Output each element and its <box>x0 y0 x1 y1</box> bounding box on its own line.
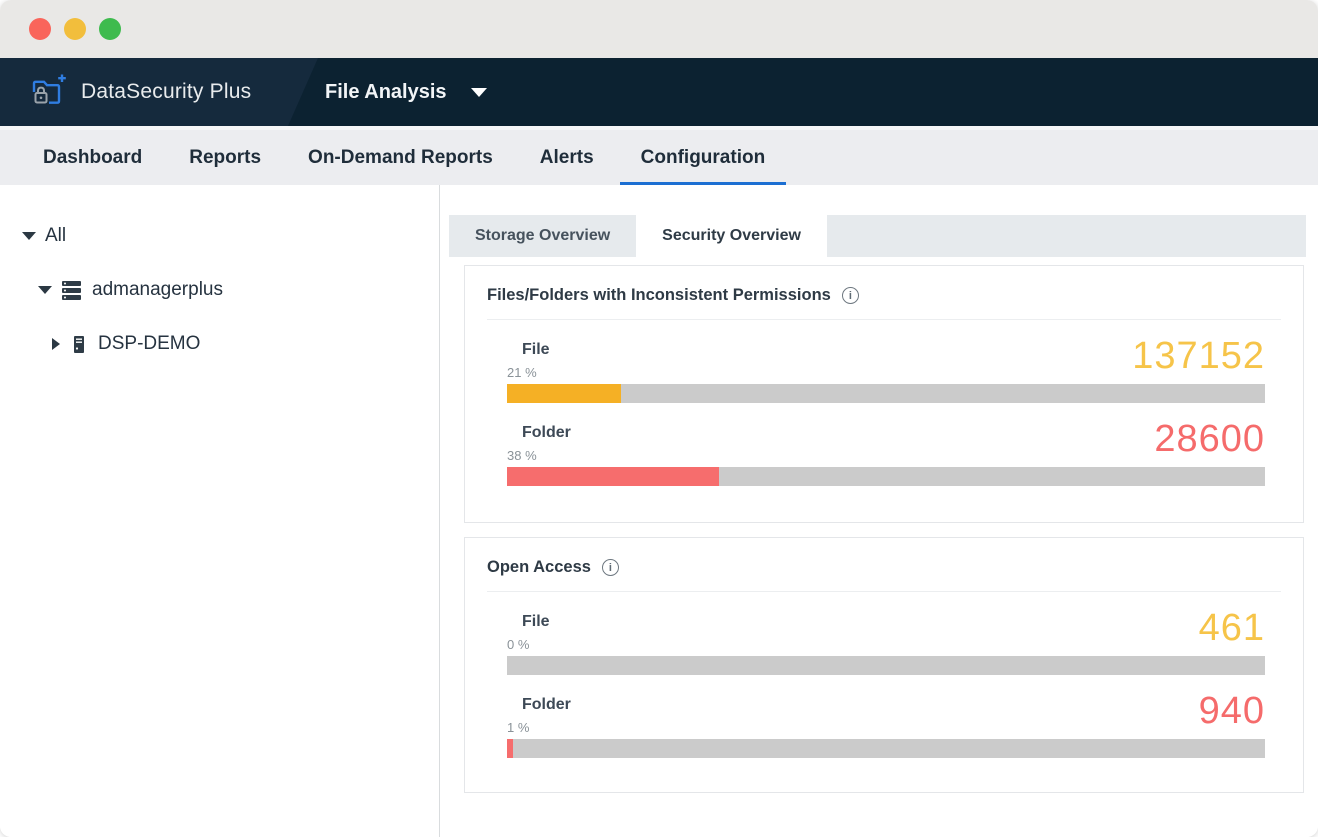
tab-dashboard[interactable]: Dashboard <box>43 146 143 168</box>
progress-bar-fill <box>507 739 514 758</box>
metric-label: Folder <box>522 424 571 441</box>
tab-configuration[interactable]: Configuration <box>619 130 787 185</box>
tree-item-all[interactable]: All <box>0 221 439 251</box>
tab-on-demand-reports[interactable]: On-Demand Reports <box>308 146 493 168</box>
metric-value: 940 <box>1198 690 1265 732</box>
server-icon <box>70 335 88 354</box>
info-icon[interactable] <box>601 559 619 576</box>
metric-file: File 0 % 461 <box>507 607 1265 675</box>
metric-percent: 1 % <box>507 720 530 735</box>
progress-bar-fill <box>507 467 720 486</box>
tree-item-label: DSP-DEMO <box>98 333 201 354</box>
divider <box>487 591 1281 592</box>
server-stack-icon <box>61 280 82 301</box>
tree-item-label: admanagerplus <box>92 279 223 300</box>
metric-label: Folder <box>522 696 571 713</box>
window-titlebar <box>0 0 1318 58</box>
progress-bar-track <box>507 656 1265 675</box>
zoom-window-button[interactable] <box>99 18 121 40</box>
tree-expand-down-icon[interactable] <box>38 286 52 294</box>
app-header: DataSecurity Plus File Analysis <box>0 58 1318 126</box>
card-open-access: Open Access File 0 % 461 Folder <box>464 537 1304 793</box>
tree-expand-down-icon[interactable] <box>22 232 36 240</box>
metric-label: File <box>522 341 550 358</box>
metric-value: 137152 <box>1132 335 1265 377</box>
card-title: Open Access <box>487 558 591 576</box>
close-window-button[interactable] <box>29 18 51 40</box>
metric-file: File 21 % 137152 <box>507 335 1265 403</box>
app-title: DataSecurity Plus <box>81 80 252 103</box>
metric-percent: 21 % <box>507 365 537 380</box>
datasecurity-logo-icon <box>27 72 67 112</box>
content-area: All admanagerplus <box>0 185 1318 837</box>
tree-expand-right-icon[interactable] <box>52 338 60 350</box>
tab-alerts[interactable]: Alerts <box>539 146 594 168</box>
card-title: Files/Folders with Inconsistent Permissi… <box>487 286 831 304</box>
subtab-storage-overview[interactable]: Storage Overview <box>475 227 611 244</box>
chevron-down-icon <box>470 87 487 97</box>
tree-item-dsp-demo[interactable]: DSP-DEMO <box>0 329 439 359</box>
tree-item-admanagerplus[interactable]: admanagerplus <box>0 275 439 305</box>
progress-bar-track <box>507 384 1265 403</box>
progress-bar-fill <box>507 384 621 403</box>
metric-percent: 38 % <box>507 448 537 463</box>
info-icon[interactable] <box>841 287 859 304</box>
module-selector-label: File Analysis <box>325 80 447 103</box>
primary-nav: Dashboard Reports On-Demand Reports Aler… <box>0 126 1318 185</box>
minimize-window-button[interactable] <box>64 18 86 40</box>
metric-folder: Folder 1 % 940 <box>507 690 1265 758</box>
progress-bar-track <box>507 467 1265 486</box>
subtab-security-overview[interactable]: Security Overview <box>636 215 827 257</box>
module-selector[interactable]: File Analysis <box>298 81 487 104</box>
overview-subtabs: Storage Overview Security Overview <box>449 215 1306 257</box>
brand: DataSecurity Plus <box>0 72 298 112</box>
metric-percent: 0 % <box>507 637 530 652</box>
sidebar: All admanagerplus <box>0 185 440 837</box>
metric-value: 28600 <box>1154 418 1265 460</box>
metric-folder: Folder 38 % 28600 <box>507 418 1265 486</box>
card-inconsistent-permissions: Files/Folders with Inconsistent Permissi… <box>464 265 1304 523</box>
metric-value: 461 <box>1198 607 1265 649</box>
tab-reports[interactable]: Reports <box>189 146 262 168</box>
metric-label: File <box>522 613 550 630</box>
main-panel: Storage Overview Security Overview Files… <box>440 185 1318 837</box>
cards-container: Files/Folders with Inconsistent Permissi… <box>464 265 1304 793</box>
tree-item-label: All <box>45 225 67 246</box>
progress-bar-track <box>507 739 1265 758</box>
divider <box>487 319 1281 320</box>
